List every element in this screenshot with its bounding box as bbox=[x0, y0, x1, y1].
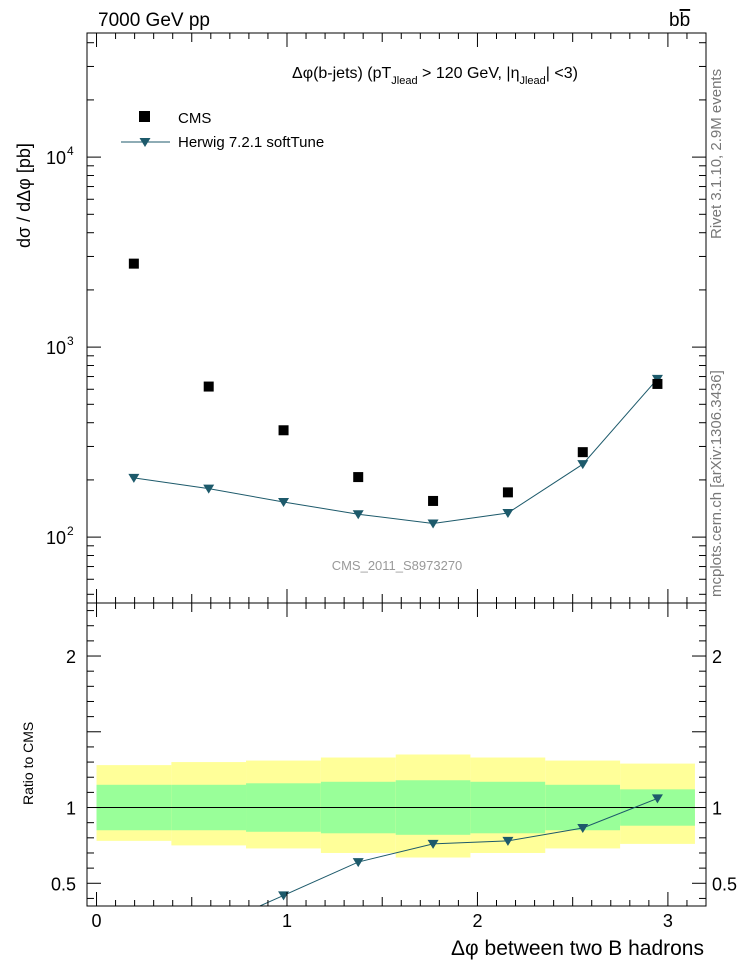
ratio-y-axis-label: Ratio to CMS bbox=[20, 722, 36, 805]
ratio-herwig-point bbox=[651, 794, 663, 804]
y-tick-label: 10 bbox=[46, 148, 66, 168]
ratio-herwig-point bbox=[278, 891, 290, 901]
ratio-y-tick-labels: 0.5 0.5 1 1 2 2 bbox=[51, 647, 737, 894]
herwig-point bbox=[577, 460, 589, 470]
main-y-axis-label: dσ / dΔφ [pb] bbox=[14, 143, 34, 248]
ratio-plot-frame bbox=[86, 602, 707, 907]
main-title: Δφ(b-jets) (pTJlead > 120 GeV, |ηJlead| … bbox=[292, 65, 578, 87]
ratio-y-tick-label: 1 bbox=[66, 799, 76, 819]
cms-point bbox=[502, 487, 513, 498]
cms-point bbox=[128, 258, 139, 269]
ratio-herwig-point bbox=[577, 823, 589, 833]
header-right-label: bb bbox=[669, 10, 690, 31]
ratio-y-tick-label-right: 0.5 bbox=[712, 874, 737, 894]
herwig-point bbox=[427, 519, 439, 529]
herwig-line bbox=[133, 378, 658, 524]
herwig-point bbox=[128, 473, 140, 483]
mcplots-reference-label: mcplots.cern.ch [arXiv:1306.3436] bbox=[708, 370, 725, 597]
x-tick-label: 1 bbox=[282, 911, 292, 931]
ratio-data-marks bbox=[258, 794, 663, 906]
ratio-y-tick-label: 2 bbox=[66, 647, 76, 667]
cms-point bbox=[428, 495, 439, 506]
cms-point bbox=[203, 381, 214, 392]
cms-point bbox=[278, 425, 289, 436]
y-tick-label-exponent: 3 bbox=[67, 334, 74, 348]
herwig-point bbox=[203, 484, 215, 494]
legend-cms-marker bbox=[139, 111, 150, 122]
ratio-herwig-series bbox=[258, 794, 663, 906]
ratio-y-tick-label-right: 1 bbox=[712, 799, 722, 819]
cms-point bbox=[577, 447, 588, 458]
legend: CMS Herwig 7.2.1 softTune bbox=[121, 110, 324, 151]
y-tick-label: 10 bbox=[46, 528, 66, 548]
ratio-herwig-point bbox=[427, 839, 439, 849]
main-data-marks bbox=[128, 258, 663, 529]
ratio-y-tick-label-right: 2 bbox=[712, 647, 722, 667]
ratio-herwig-point bbox=[352, 858, 364, 868]
cms-point bbox=[353, 472, 364, 483]
header-left-label: 7000 GeV pp bbox=[98, 10, 210, 31]
cms-point bbox=[652, 378, 663, 389]
x-axis-label: Δφ between two B hadrons bbox=[451, 937, 704, 960]
rivet-version-label: Rivet 3.1.10, 2.9M events bbox=[708, 69, 725, 239]
main-axis-ticks bbox=[87, 33, 706, 603]
ratio-y-tick-label: 0.5 bbox=[51, 874, 76, 894]
legend-herwig-marker bbox=[139, 138, 151, 147]
y-tick-label-exponent: 2 bbox=[67, 524, 74, 538]
x-tick-label: 0 bbox=[92, 911, 102, 931]
herwig-point bbox=[278, 498, 290, 508]
y-tick-label: 10 bbox=[46, 338, 66, 358]
y-tick-label-exponent: 4 bbox=[67, 144, 74, 158]
legend-herwig-label: Herwig 7.2.1 softTune bbox=[178, 134, 324, 151]
ratio-panel: 0.5 0.5 1 1 2 2 Ratio to CMS 0 1 2 3 Δφ between … bbox=[20, 602, 737, 960]
ratio-axis-ticks bbox=[87, 603, 706, 906]
x-tick-label: 2 bbox=[472, 911, 482, 931]
x-tick-label: 3 bbox=[663, 911, 673, 931]
herwig-point bbox=[502, 508, 514, 518]
ratio-uncertainty-bands bbox=[96, 754, 695, 858]
x-tick-labels: 0 1 2 3 bbox=[92, 911, 673, 931]
analysis-watermark: CMS_2011_S8973270 bbox=[332, 558, 463, 573]
ratio-herwig-point bbox=[502, 836, 514, 846]
herwig-point bbox=[352, 510, 364, 520]
legend-cms-label: CMS bbox=[178, 110, 211, 127]
